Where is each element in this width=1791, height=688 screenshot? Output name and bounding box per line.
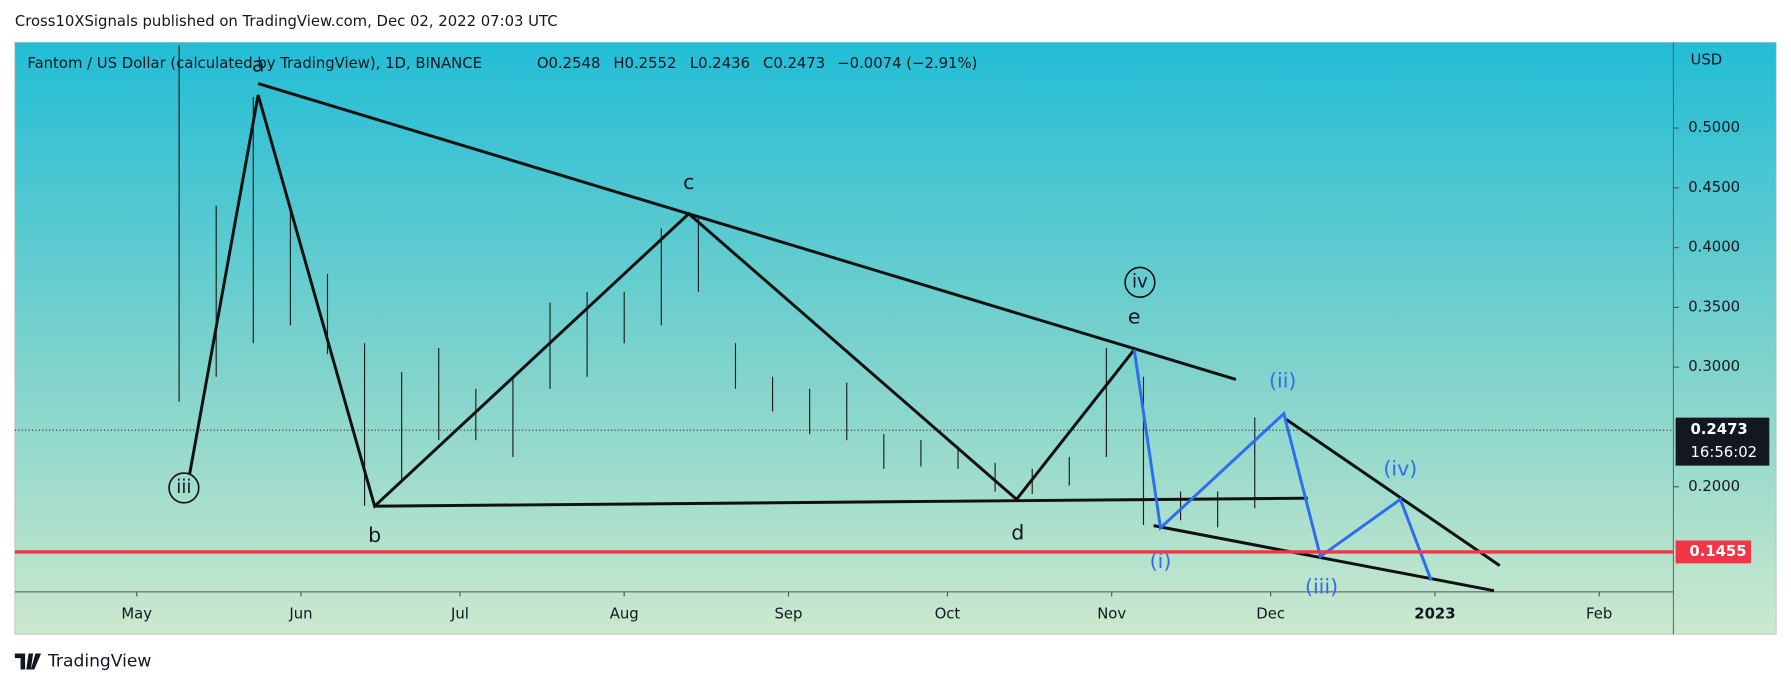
x-tick-label: Nov — [1097, 606, 1126, 623]
wedge-upper — [1285, 418, 1501, 567]
currency: USD — [1690, 52, 1722, 69]
projection-path — [1132, 349, 1433, 581]
publisher: Cross10XSignals published on TradingView… — [15, 13, 558, 30]
legend: Fantom / US Dollar (calculated by Tradin… — [27, 55, 977, 72]
wave-label: (i) — [1150, 549, 1172, 573]
y-tick-label: 0.2000 — [1688, 478, 1740, 495]
last-price-label: 0.2473 — [1690, 421, 1747, 438]
lower-trendline — [374, 496, 1308, 508]
x-tick-label: Jun — [288, 606, 312, 623]
ohlc-low: L0.2436 — [690, 55, 750, 72]
logo-icon — [14, 653, 42, 670]
symbol-title: Fantom / US Dollar (calculated by Tradin… — [27, 55, 482, 72]
wave-label: (iii) — [1305, 574, 1338, 598]
x-tick-label: Jul — [450, 606, 469, 623]
x-tick-label: May — [121, 606, 152, 623]
x-tick-label: Sep — [774, 606, 802, 623]
y-tick-label: 0.3500 — [1688, 298, 1740, 315]
label-circle — [1124, 266, 1156, 298]
logo-text: TradingView — [47, 652, 151, 672]
upper-trendline — [257, 82, 1237, 381]
chart-panel — [14, 42, 1777, 635]
wave-label: e — [1128, 305, 1141, 329]
ohlc-open: O0.2548 — [537, 55, 601, 72]
y-tick-label: 0.4500 — [1688, 179, 1740, 196]
wave-path — [188, 94, 1136, 509]
last-price-box — [1675, 417, 1770, 466]
y-tick-label: 0.3000 — [1688, 358, 1740, 375]
ohlc-close: C0.2473 — [763, 55, 825, 72]
support-label: 0.1455 — [1689, 543, 1746, 560]
support-box — [1675, 540, 1752, 564]
wedge-lower — [1153, 524, 1495, 593]
wave-drawing — [188, 82, 1501, 593]
annotations: a iii b c d iv e (i) (ii) (iii) (iv) — [168, 52, 1417, 598]
wave-label: (ii) — [1269, 369, 1296, 393]
wave-label: a — [252, 52, 265, 76]
countdown: 16:56:02 — [1690, 444, 1757, 461]
x-tick-label: Aug — [610, 606, 639, 623]
label-circle — [168, 472, 200, 504]
wave-label: iv — [1132, 271, 1148, 292]
x-tick-label: Oct — [935, 606, 961, 623]
x-tick-label: Dec — [1256, 606, 1285, 623]
x-tick-label: 2023 — [1414, 606, 1455, 623]
ohlc-change: −0.0074 (−2.91%) — [837, 55, 977, 72]
wave-label: (iv) — [1383, 457, 1417, 481]
x-tick-label: Feb — [1586, 606, 1612, 623]
wave-label: d — [1011, 521, 1024, 545]
wave-label: c — [683, 170, 694, 194]
wave-label: b — [368, 523, 381, 547]
ohlc-high: H0.2552 — [613, 55, 676, 72]
y-tick-label: 0.5000 — [1688, 119, 1740, 136]
wave-label: iii — [176, 477, 191, 498]
y-tick-label: 0.4000 — [1688, 239, 1740, 256]
